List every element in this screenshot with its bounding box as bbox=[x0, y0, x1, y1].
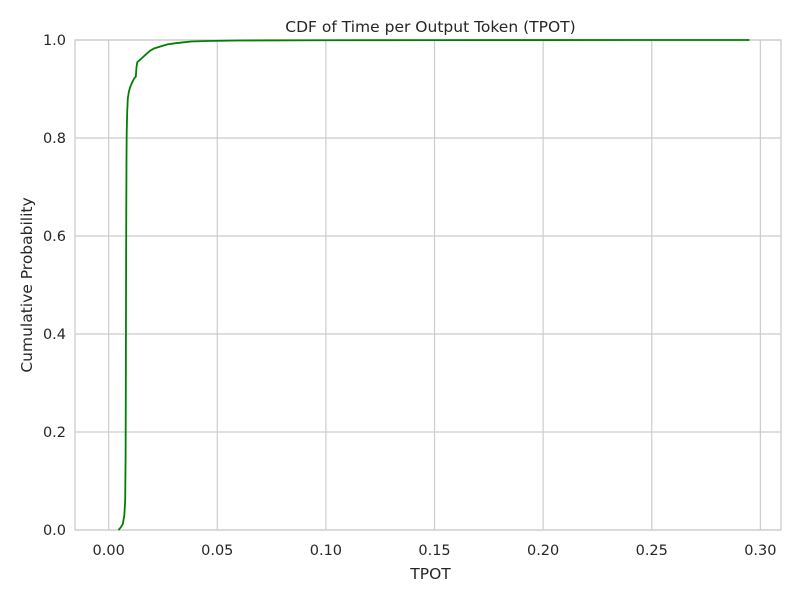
x-tick-label: 0.30 bbox=[744, 543, 776, 559]
series-layer bbox=[117, 39, 750, 531]
plot-frame bbox=[74, 39, 782, 531]
cdf-line bbox=[117, 39, 750, 531]
chart-title: CDF of Time per Output Token (TPOT) bbox=[285, 18, 575, 36]
y-tick-labels: 0.0 0.2 0.4 0.6 0.8 1.0 bbox=[43, 33, 66, 539]
grid-lines bbox=[75, 39, 781, 531]
y-tick-label: 0.6 bbox=[43, 229, 66, 245]
x-tick-label: 0.25 bbox=[636, 543, 668, 559]
y-tick-label: 0.0 bbox=[43, 523, 66, 539]
x-tick-label: 0.05 bbox=[201, 543, 233, 559]
x-tick-label: 0.10 bbox=[310, 543, 342, 559]
x-tick-label: 0.00 bbox=[93, 543, 125, 559]
x-tick-label: 0.20 bbox=[527, 543, 559, 559]
y-tick-label: 1.0 bbox=[43, 33, 66, 49]
y-tick-label: 0.2 bbox=[43, 425, 66, 441]
y-tick-label: 0.4 bbox=[43, 327, 66, 343]
y-axis-title: Cumulative Probability bbox=[18, 197, 36, 372]
x-tick-label: 0.15 bbox=[418, 543, 450, 559]
x-tick-labels: 0.00 0.05 0.10 0.15 0.20 0.25 0.30 bbox=[93, 543, 777, 559]
x-axis-title: TPOT bbox=[409, 565, 451, 583]
axes-border bbox=[74, 39, 782, 531]
y-tick-label: 0.8 bbox=[43, 131, 66, 147]
